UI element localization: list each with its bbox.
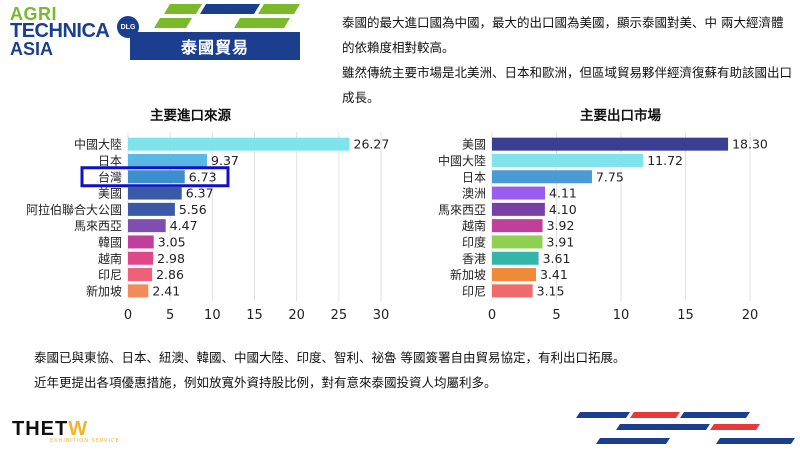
export-value-label: 18.30 — [732, 137, 768, 152]
export-x-tick-label: 20 — [742, 308, 759, 323]
export-category-label: 馬來西亞 — [438, 203, 486, 217]
export-bar — [492, 202, 545, 216]
export-bar — [492, 153, 644, 167]
export-category-label: 印度 — [462, 234, 486, 249]
import-bar — [128, 268, 153, 282]
import-value-label: 5.56 — [179, 202, 207, 217]
page-title: 泰國貿易 — [130, 32, 300, 60]
import-highlight-box — [80, 166, 230, 188]
import-bar-chart: 0 5 10 15 20 25 30 中國大陸 26.27 日本 9.37 台灣 6.73 美國 6.37 阿… — [26, 132, 390, 323]
agritechnica-asia-logo: AGRI TECHNICA ASIA DLG — [10, 4, 160, 64]
import-x-tick-label: 10 — [204, 308, 221, 323]
import-value-label: 6.37 — [186, 186, 214, 201]
export-value-label: 3.41 — [540, 267, 568, 282]
import-bar — [128, 137, 350, 151]
export-category-label: 美國 — [462, 138, 486, 152]
import-bar — [128, 219, 166, 233]
import-value-label: 2.41 — [152, 283, 180, 298]
import-category-label: 阿拉伯聯合大公國 — [26, 202, 122, 217]
import-chart-title: 主要進口來源 — [150, 108, 231, 124]
decorative-stripes-icon — [154, 4, 300, 28]
intro-paragraph-1: 泰國的最大進口國為中國，最大的出口國為美國，顯示泰國對美、中 兩大經濟體的依賴度… — [342, 15, 784, 55]
bottom-text: 泰國已與東協、日本、紐澳、韓國、中國大陸、印度、智利、祕魯 等國簽署自由貿易協定… — [34, 345, 794, 395]
logo-line-technica: TECHNICA — [10, 20, 110, 42]
export-category-label: 日本 — [462, 170, 486, 184]
import-category-label: 中國大陸 — [74, 137, 122, 152]
footer-tagline: EXHIBITION SERVICE — [50, 438, 120, 444]
export-value-label: 3.91 — [546, 234, 574, 249]
import-category-label: 新加坡 — [86, 283, 122, 298]
export-x-tick-label: 10 — [613, 308, 630, 323]
import-x-tick-label: 15 — [246, 308, 263, 323]
import-value-label: 26.27 — [354, 137, 390, 152]
export-category-label: 澳洲 — [462, 187, 486, 201]
export-bar — [492, 219, 543, 233]
import-value-label: 6.73 — [189, 169, 217, 184]
export-category-label: 香港 — [462, 252, 486, 266]
import-value-label: 9.37 — [211, 153, 239, 168]
export-bar — [492, 137, 729, 151]
intro-paragraph-2: 雖然傳統主要市場是北美洲、日本和歐洲，但區域貿易夥伴經濟復蘇有助該國出口成長。 — [342, 65, 793, 105]
import-bar — [128, 153, 208, 167]
export-value-label: 3.92 — [547, 218, 575, 233]
export-bar — [492, 268, 536, 282]
export-chart-title: 主要出口市場 — [580, 108, 661, 124]
import-x-tick-label: 25 — [331, 308, 348, 323]
export-category-label: 中國大陸 — [438, 153, 486, 168]
import-category-label: 日本 — [98, 154, 122, 168]
export-value-label: 7.75 — [596, 169, 624, 184]
export-x-tick-label: 15 — [677, 308, 694, 323]
export-value-label: 3.61 — [543, 251, 571, 266]
export-bar — [492, 284, 533, 298]
decorative-stripes-bottom-icon — [576, 412, 795, 444]
export-bar — [492, 235, 543, 249]
import-bar — [128, 202, 175, 216]
export-value-label: 4.11 — [549, 186, 577, 201]
export-category-label: 越南 — [462, 218, 486, 233]
footer-brand-b: W — [68, 418, 89, 440]
footer-brand-a: THET — [12, 418, 69, 440]
import-value-label: 2.98 — [157, 251, 185, 266]
import-bar — [128, 284, 149, 298]
export-category-label: 新加坡 — [450, 267, 486, 282]
export-category-label: 印尼 — [462, 284, 486, 298]
import-category-label: 越南 — [98, 251, 122, 266]
export-bar — [492, 186, 546, 200]
export-bar-chart: 0 5 10 15 20 美國 18.30 中國大陸 11.72 日本 7.75 澳洲 4.11 馬來西亞… — [438, 132, 768, 323]
import-bar — [128, 186, 182, 200]
export-bar — [492, 170, 592, 184]
export-bar — [492, 251, 539, 265]
import-bar — [128, 251, 154, 265]
export-value-label: 4.10 — [549, 202, 577, 217]
import-category-label: 韓國 — [98, 235, 122, 249]
import-bar — [128, 235, 154, 249]
import-x-tick-label: 0 — [124, 308, 132, 323]
bottom-line-2: 近年更提出各項優惠措施，例如放寬外資持股比例，對有意來泰國投資人均屬利多。 — [34, 375, 497, 390]
import-category-label: 印尼 — [98, 268, 122, 282]
logo-line-asia: ASIA — [10, 39, 54, 59]
intro-text: 泰國的最大進口國為中國，最大的出口國為美國，顯示泰國對美、中 兩大經濟體的依賴度… — [342, 10, 792, 110]
export-value-label: 11.72 — [647, 153, 683, 168]
import-category-label: 馬來西亞 — [74, 219, 122, 233]
export-value-label: 3.15 — [537, 283, 565, 298]
import-value-label: 2.86 — [156, 267, 184, 282]
logo-line-agri: AGRI — [10, 4, 57, 24]
import-value-label: 4.47 — [170, 218, 198, 233]
import-x-tick-label: 30 — [373, 308, 390, 323]
import-category-label: 美國 — [98, 187, 122, 201]
import-bar — [128, 170, 185, 184]
export-x-tick-label: 0 — [488, 308, 496, 323]
bottom-line-1: 泰國已與東協、日本、紐澳、韓國、中國大陸、印度、智利、祕魯 等國簽署自由貿易協定… — [34, 350, 626, 365]
import-category-label: 台灣 — [98, 169, 122, 184]
import-x-tick-label: 20 — [288, 308, 305, 323]
export-x-tick-label: 5 — [552, 308, 560, 323]
import-x-tick-label: 5 — [166, 308, 174, 323]
thetw-logo: THETW EXHIBITION SERVICE — [12, 418, 120, 444]
import-value-label: 3.05 — [158, 234, 186, 249]
